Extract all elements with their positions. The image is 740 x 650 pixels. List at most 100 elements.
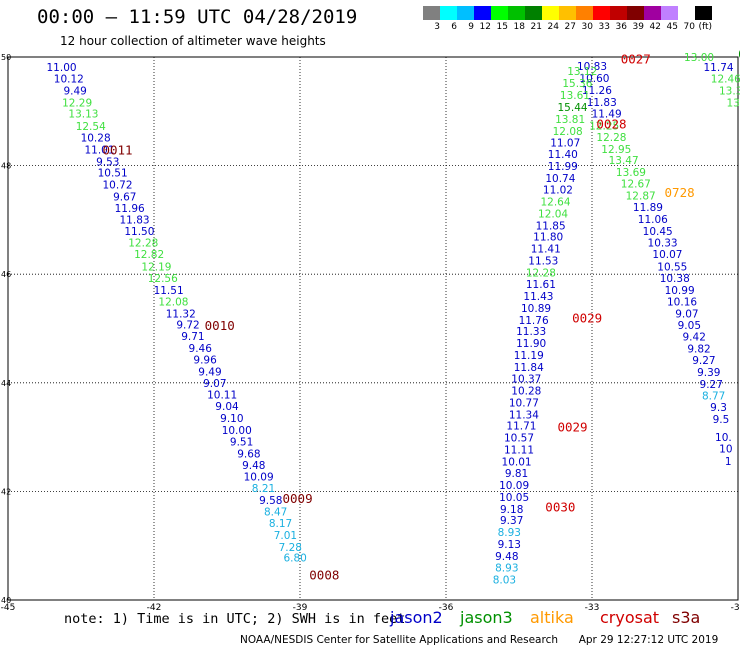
scale-label: 24	[547, 22, 559, 32]
wave-height-label: 12.08	[158, 296, 188, 308]
scale-swatch	[593, 6, 610, 20]
wave-height-label: 13.12	[567, 66, 597, 78]
wave-height-label: 9.39	[697, 367, 720, 379]
wave-height-label: 11.83	[120, 214, 150, 226]
plot-frame	[7, 56, 739, 601]
wave-height-label: 10.37	[511, 373, 541, 385]
color-scale-bar	[423, 6, 712, 20]
wave-height-label: 9.49	[198, 366, 221, 378]
wave-height-label: 8.03	[493, 574, 516, 586]
time-annotation: 0028	[596, 116, 626, 131]
wave-height-label: 12.29	[62, 98, 92, 110]
color-scale-labels: 3 6 9 12 15 18 21 24 27 30 33 36 39 42 45 70 (ft)	[423, 22, 712, 32]
wave-height-label: 10.74	[545, 173, 575, 185]
time-annotation: 0008	[309, 568, 339, 583]
wave-height-label: 11.11	[504, 445, 534, 457]
wave-height-label: 10.16	[667, 296, 697, 308]
legend-s3a: s3a	[672, 608, 701, 627]
wave-height-label: 11.83	[587, 97, 617, 109]
x-tick-label: -45	[1, 603, 16, 613]
wave-height-label: 13	[726, 98, 739, 110]
wave-height-label: 7.28	[279, 542, 302, 554]
scale-label: 15	[496, 22, 508, 32]
wave-height-label: 13.13	[68, 108, 98, 120]
wave-height-label: 9.07	[675, 308, 698, 320]
wave-height-label: 9.37	[500, 515, 523, 527]
wave-height-label: 12.25	[589, 120, 619, 132]
wave-height-label: 9.48	[242, 460, 265, 472]
time-annotation: 0728	[665, 185, 695, 200]
wave-height-label: 11.85	[536, 220, 566, 232]
wave-height-label: 12.56	[148, 273, 178, 285]
time-annotation: 0030	[545, 500, 575, 515]
wave-height-label: 11.01	[84, 144, 114, 156]
wave-height-label: 11.51	[154, 285, 184, 297]
wave-height-label: 9.58	[259, 495, 282, 507]
footer-note: note: 1) Time is in UTC; 2) SWH is in fe…	[64, 611, 406, 627]
wave-height-label: 9.5	[713, 414, 730, 426]
wave-height-label: 9.51	[230, 436, 253, 448]
time-annotation: 0009	[283, 491, 313, 506]
scale-swatch	[627, 6, 644, 20]
wave-height-label: 11.41	[531, 244, 561, 256]
wave-height-label: 12.87	[626, 190, 656, 202]
time-annotation: 0027	[621, 52, 651, 67]
scale-swatch	[508, 6, 525, 20]
wave-height-label: 10.60	[579, 73, 609, 85]
wave-height-label: 10.38	[660, 273, 690, 285]
legend-cryosat: cryosat	[600, 608, 660, 627]
wave-height-label: 9.18	[500, 504, 523, 516]
wave-height-label: 9.27	[692, 355, 715, 367]
y-tick-label: 48	[1, 162, 11, 171]
wave-height-label: 10.55	[657, 262, 687, 274]
wave-height-label: 9.82	[687, 344, 710, 356]
page-subtitle: 12 hour collection of altimeter wave hei…	[60, 34, 326, 48]
scale-swatch	[423, 6, 440, 20]
scale-label: 9	[468, 22, 474, 32]
wave-height-label: 8.17	[269, 518, 292, 530]
wave-height-label: 13.69	[616, 167, 646, 179]
wave-height-label: 10.11	[207, 390, 237, 402]
wave-height-label: 11.19	[514, 350, 544, 362]
credit-line: NOAA/NESDIS Center for Satellite Applica…	[240, 634, 718, 646]
scale-swatch	[474, 6, 491, 20]
time-annotation: 0029	[557, 419, 587, 434]
wave-height-label: 9.04	[215, 401, 239, 413]
wave-height-label: 10.83	[577, 61, 607, 73]
wave-height-label: 11.89	[633, 202, 663, 214]
wave-height-label: 11.33	[516, 326, 546, 338]
wave-height-label: 9.71	[181, 331, 204, 343]
scale-label: 33	[598, 22, 610, 32]
wave-height-label: 6.80	[283, 553, 306, 565]
credit-source: NOAA/NESDIS Center for Satellite Applica…	[240, 634, 558, 646]
wave-height-label: 9.10	[220, 413, 243, 425]
x-tick-label: -30	[731, 603, 740, 613]
wave-height-label: 10.28	[511, 385, 541, 397]
scale-swatch	[559, 6, 576, 20]
wave-height-label: 10.28	[81, 132, 111, 144]
scale-label: 18	[513, 22, 525, 32]
scale-swatch	[576, 6, 593, 20]
time-annotation: 0029	[572, 311, 602, 326]
wave-height-label: 10	[719, 444, 732, 456]
wave-height-label: 12.04	[538, 208, 568, 220]
scale-swatch	[678, 6, 695, 20]
wave-height-label: 11.76	[519, 315, 549, 327]
wave-height-label: 9.27	[700, 379, 723, 391]
scale-swatch	[661, 6, 678, 20]
scale-swatch	[695, 6, 712, 20]
scale-label: 42	[649, 22, 661, 32]
scale-swatch	[610, 6, 627, 20]
scale-label: 36	[615, 22, 627, 32]
wave-height-label: 11.26	[582, 85, 612, 97]
wave-height-label: 11.80	[533, 232, 563, 244]
wave-height-label: 10.	[715, 432, 732, 444]
wave-height-label: 13.81	[555, 114, 585, 126]
time-annotation: 0011	[102, 142, 132, 157]
scale-label: 21	[530, 22, 542, 32]
x-tick-label: -33	[585, 603, 600, 613]
wave-height-label: 9.53	[96, 156, 119, 168]
wave-height-label: 13.00	[684, 52, 714, 64]
time-annotation: 0010	[205, 318, 235, 333]
